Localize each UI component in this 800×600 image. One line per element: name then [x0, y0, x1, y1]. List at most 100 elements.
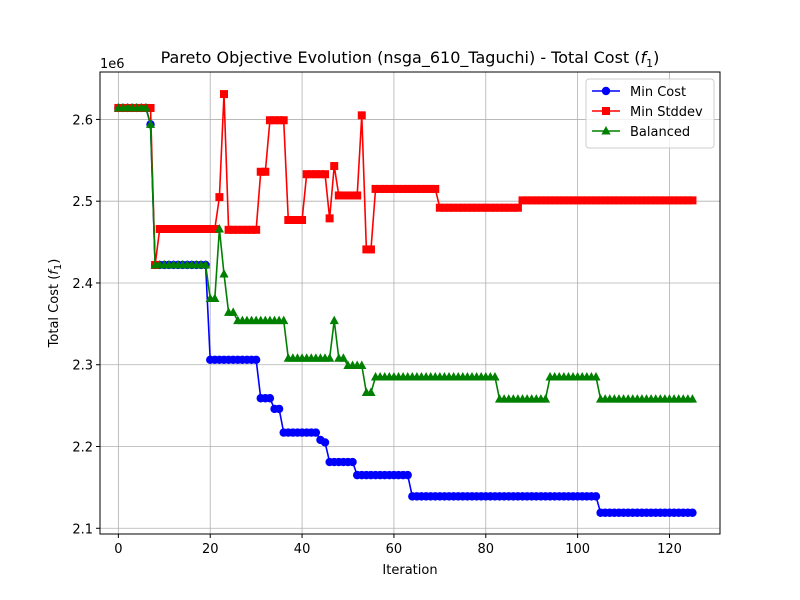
data-point-min-stddev	[265, 116, 274, 125]
legend-label-balanced: Balanced	[630, 125, 690, 140]
data-point-min-stddev	[164, 224, 173, 233]
data-point-min-stddev	[550, 196, 559, 205]
series-layer	[113, 90, 698, 517]
data-point-min-stddev	[252, 225, 261, 234]
data-point-min-stddev	[385, 184, 394, 193]
data-point-min-cost	[311, 428, 321, 437]
data-point-min-stddev	[224, 225, 233, 234]
legend: Min Cost Min Stddev Balanced	[585, 78, 715, 149]
data-point-min-stddev	[546, 196, 555, 205]
data-point-balanced	[141, 102, 151, 112]
data-point-min-stddev	[541, 196, 550, 205]
data-point-min-stddev	[275, 116, 284, 125]
data-point-min-stddev	[362, 245, 371, 254]
data-point-min-cost	[265, 394, 275, 403]
data-point-min-stddev	[426, 184, 435, 193]
data-point-balanced	[219, 268, 229, 278]
data-point-min-stddev	[449, 203, 458, 212]
data-point-min-stddev	[642, 196, 651, 205]
data-point-min-stddev	[504, 203, 513, 212]
axis-layer: 0 20 40 60 80 100 120 2.1 2.2 2.3 2.4 2.5 2.6	[72, 113, 682, 557]
data-point-balanced	[279, 315, 289, 325]
data-point-min-stddev	[596, 196, 605, 205]
data-point-min-stddev	[536, 196, 545, 205]
x-tick-label: 20	[202, 542, 219, 557]
legend-label-min-cost: Min Cost	[630, 85, 686, 100]
data-point-min-stddev	[270, 116, 279, 125]
data-point-min-stddev	[587, 196, 596, 205]
x-tick-label: 80	[478, 542, 495, 557]
data-point-min-stddev	[555, 196, 564, 205]
data-point-min-stddev	[592, 196, 600, 205]
data-point-min-cost	[320, 438, 330, 447]
series-balanced	[113, 102, 698, 403]
data-point-balanced	[591, 372, 601, 381]
data-point-min-stddev	[569, 196, 578, 205]
data-point-min-stddev	[656, 196, 665, 205]
data-point-min-stddev	[155, 224, 164, 233]
data-point-min-cost	[348, 457, 357, 467]
data-point-min-stddev	[366, 245, 375, 254]
data-point-min-stddev	[174, 224, 183, 233]
data-point-min-stddev	[316, 170, 325, 179]
data-point-min-stddev	[376, 184, 385, 193]
data-point-min-stddev	[247, 225, 256, 234]
data-point-min-stddev	[532, 196, 541, 205]
data-point-min-stddev	[389, 184, 398, 193]
data-point-min-stddev	[187, 224, 196, 233]
data-point-min-stddev	[679, 196, 688, 205]
data-point-min-stddev	[394, 184, 403, 193]
data-point-min-stddev	[380, 184, 389, 193]
data-point-min-stddev	[302, 170, 311, 179]
data-point-min-stddev	[435, 203, 444, 212]
data-point-min-stddev	[637, 196, 646, 205]
data-point-min-stddev	[330, 162, 339, 171]
data-point-min-stddev	[674, 196, 683, 205]
y-tick-label: 2.1	[72, 522, 93, 537]
data-point-min-stddev	[238, 225, 247, 234]
data-point-min-stddev	[357, 111, 366, 120]
data-point-min-stddev	[651, 196, 660, 205]
data-point-min-stddev	[339, 191, 348, 200]
x-tick-label: 0	[114, 542, 122, 557]
data-point-min-stddev	[688, 196, 697, 205]
x-tick-label: 100	[565, 542, 590, 557]
series-min-stddev	[114, 90, 697, 269]
data-point-min-stddev	[445, 203, 454, 212]
data-point-min-stddev	[422, 184, 431, 193]
y-axis-label: Total Cost (f1)	[47, 259, 64, 349]
data-point-min-stddev	[399, 184, 408, 193]
data-point-min-stddev	[509, 203, 518, 212]
data-point-min-stddev	[348, 191, 357, 200]
data-point-min-stddev	[261, 167, 270, 176]
data-point-min-stddev	[481, 203, 490, 212]
data-point-balanced	[687, 394, 698, 403]
data-point-min-stddev	[408, 184, 417, 193]
data-point-min-stddev	[160, 224, 169, 233]
data-point-min-stddev	[169, 224, 178, 233]
legend-marker-balanced	[601, 126, 611, 135]
data-point-min-stddev	[605, 196, 614, 205]
data-point-min-stddev	[298, 216, 307, 225]
data-point-min-cost	[688, 508, 697, 517]
data-point-balanced	[490, 372, 500, 381]
data-point-min-stddev	[371, 184, 380, 193]
legend-entry-min-stddev: Min Stddev	[592, 105, 703, 120]
data-point-min-stddev	[256, 167, 265, 176]
data-point-min-stddev	[633, 196, 642, 205]
data-point-min-stddev	[614, 196, 623, 205]
data-point-balanced	[366, 387, 376, 397]
y-axis-multiplier: 1e6	[100, 57, 125, 72]
data-point-min-stddev	[582, 196, 591, 205]
data-point-min-stddev	[403, 184, 412, 193]
x-tick-label: 60	[386, 542, 403, 557]
chart-title: Pareto Objective Evolution (nsga_610_Tag…	[161, 48, 660, 70]
data-point-min-stddev	[344, 191, 352, 200]
data-point-min-stddev	[307, 170, 316, 179]
data-point-min-stddev	[279, 116, 288, 125]
plot-area	[100, 72, 720, 534]
data-point-min-stddev	[229, 225, 238, 234]
data-point-min-stddev	[601, 196, 610, 205]
